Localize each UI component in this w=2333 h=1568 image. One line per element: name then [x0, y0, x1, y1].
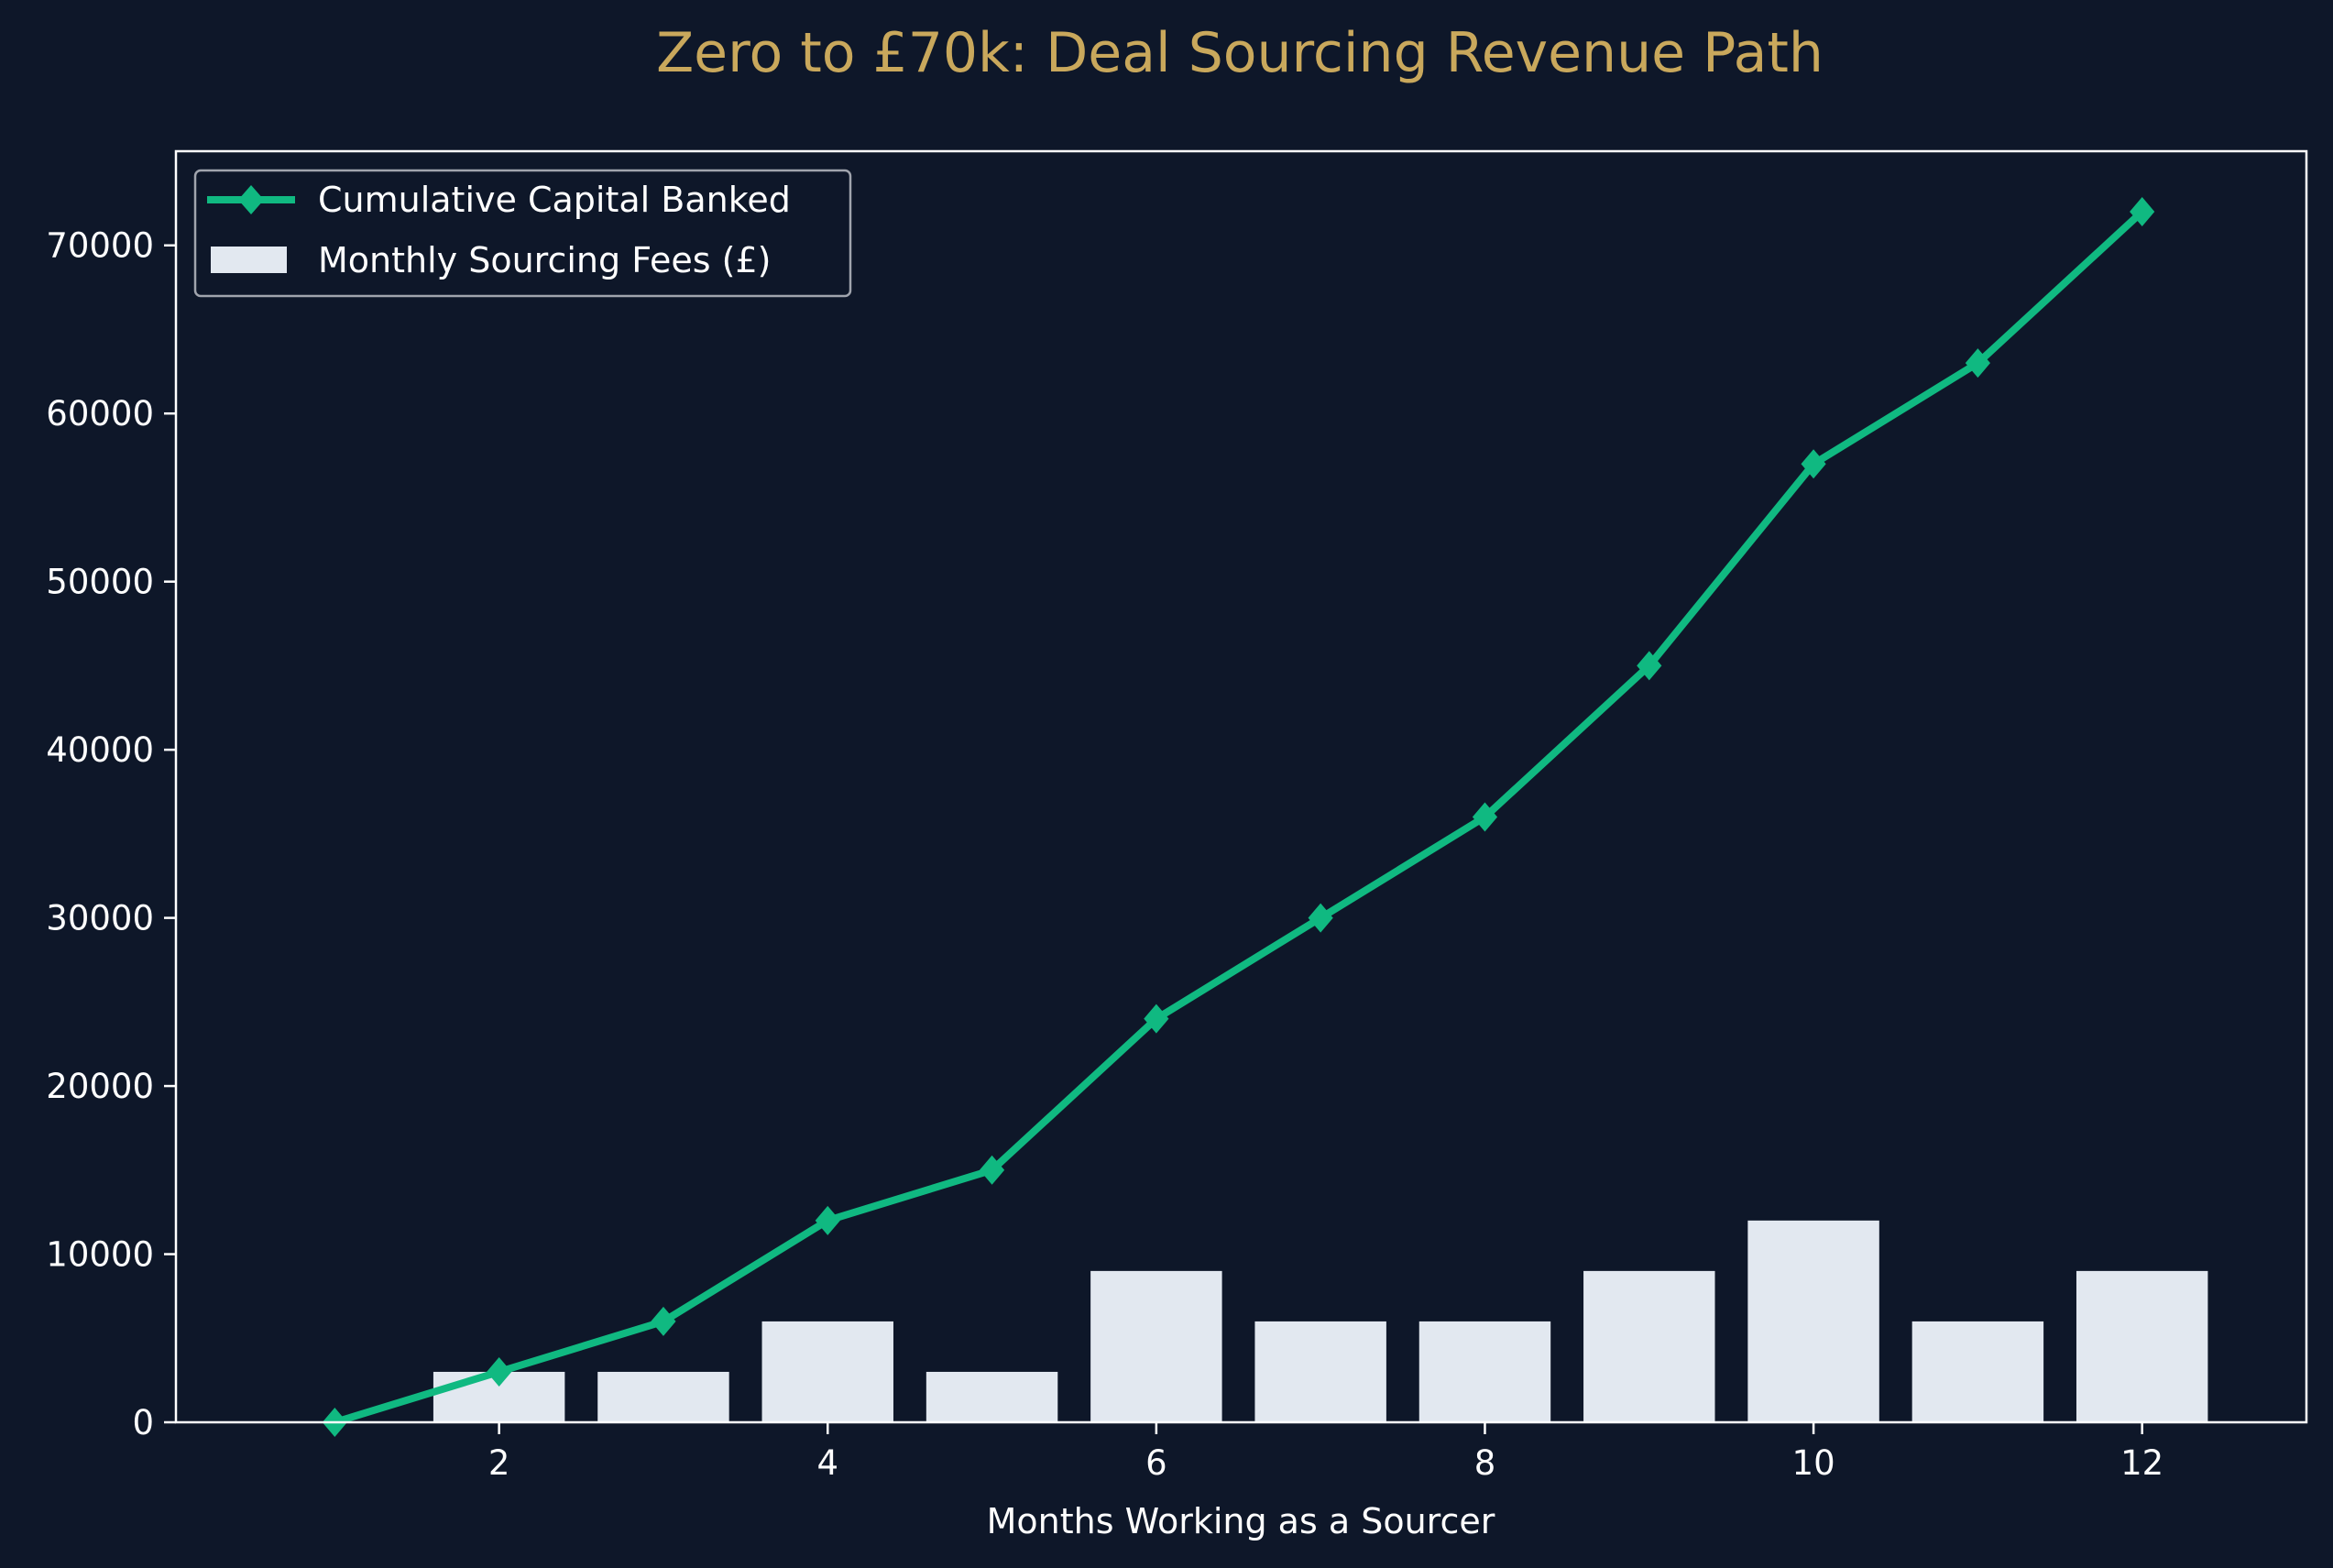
legend-label-monthly-fees: Monthly Sourcing Fees (£) [318, 240, 771, 280]
x-tick-label: 10 [1792, 1443, 1835, 1483]
y-axis: 0 10000 20000 30000 40000 50000 60000 70000 [46, 226, 176, 1442]
point-month-7 [1308, 903, 1333, 933]
legend: Cumulative Capital Banked Monthly Sourci… [193, 169, 852, 298]
legend-bar-swatch [211, 247, 287, 273]
chart-title: Zero to £70k: Deal Sourcing Revenue Path [656, 21, 1824, 85]
x-tick-label: 6 [1145, 1443, 1167, 1483]
bar-month-5 [926, 1371, 1058, 1422]
y-tick-label: 60000 [46, 394, 154, 433]
bar-month-4 [761, 1321, 893, 1422]
bar-month-8 [1418, 1321, 1551, 1422]
legend-label-cumulative: Cumulative Capital Banked [318, 180, 791, 220]
plot-area-frame [174, 149, 2308, 1424]
y-tick-label: 10000 [46, 1235, 154, 1275]
point-month-11 [1965, 348, 1990, 378]
y-tick-label: 20000 [46, 1067, 154, 1106]
y-tick-label: 30000 [46, 899, 154, 938]
x-axis-label: Months Working as a Sourcer [987, 1501, 1495, 1541]
point-month-2 [487, 1356, 512, 1387]
point-month-8 [1472, 802, 1498, 832]
point-month-10 [1801, 449, 1826, 479]
bar-month-9 [1583, 1270, 1715, 1422]
y-tick-label: 50000 [46, 563, 154, 602]
x-tick-label: 12 [2120, 1443, 2163, 1483]
bar-month-10 [1747, 1220, 1879, 1422]
y-tick-label: 70000 [46, 226, 154, 266]
x-tick-label: 4 [816, 1443, 838, 1483]
bar-month-7 [1254, 1321, 1386, 1422]
point-month-6 [1144, 1003, 1169, 1034]
point-month-9 [1637, 651, 1662, 681]
legend-box [193, 169, 852, 298]
point-month-4 [815, 1205, 840, 1235]
x-axis: 2 4 6 8 10 12 [488, 1422, 2163, 1483]
bars-layer [433, 1220, 2208, 1422]
point-month-12 [2130, 197, 2155, 227]
bar-month-6 [1090, 1270, 1222, 1422]
bar-month-3 [597, 1371, 729, 1422]
bar-month-12 [2076, 1270, 2208, 1422]
y-tick-label: 0 [132, 1403, 154, 1442]
y-tick-label: 40000 [46, 730, 154, 770]
point-month-3 [651, 1306, 676, 1336]
x-tick-label: 2 [488, 1443, 510, 1483]
cumulative-line [334, 209, 2145, 1426]
legend-diamond-marker [238, 185, 264, 214]
bar-month-11 [1911, 1321, 2044, 1422]
x-tick-label: 8 [1474, 1443, 1496, 1483]
point-month-5 [979, 1155, 1005, 1185]
line-layer [322, 197, 2155, 1437]
